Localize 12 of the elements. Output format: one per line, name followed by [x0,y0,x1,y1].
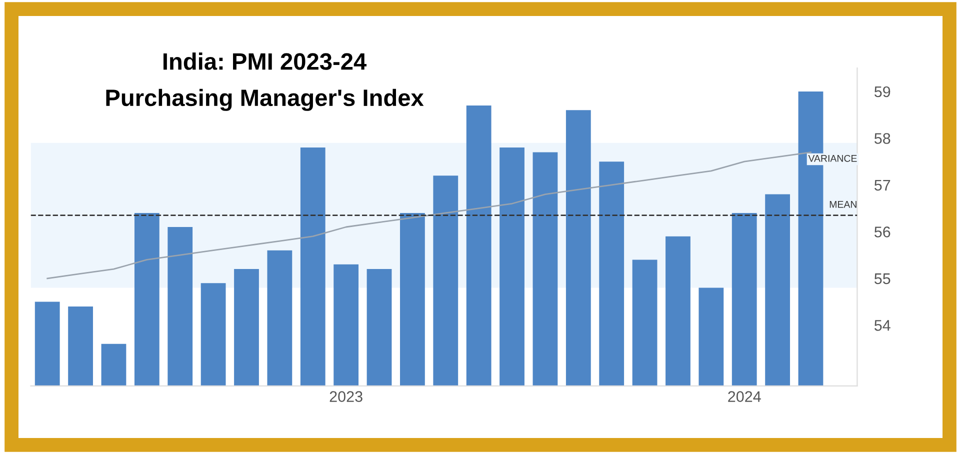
x-tick-label: 2024 [728,391,761,402]
y-tick-label: 56 [874,226,890,238]
y-tick-label: 59 [874,86,890,98]
ref-line-label: MEAN [830,201,856,208]
y-tick-label: 55 [874,273,890,284]
band-label: VARIANCE [808,154,857,162]
chart-title: India: PMI 2023-24 [164,52,367,70]
text: Purchasing Manager's Index [106,88,424,111]
y-tick-label: 57 [874,180,890,191]
y-tick-label: 54 [874,320,890,331]
x-tick-label: 2023 [330,391,362,402]
y-tick-label: 58 [874,133,890,144]
